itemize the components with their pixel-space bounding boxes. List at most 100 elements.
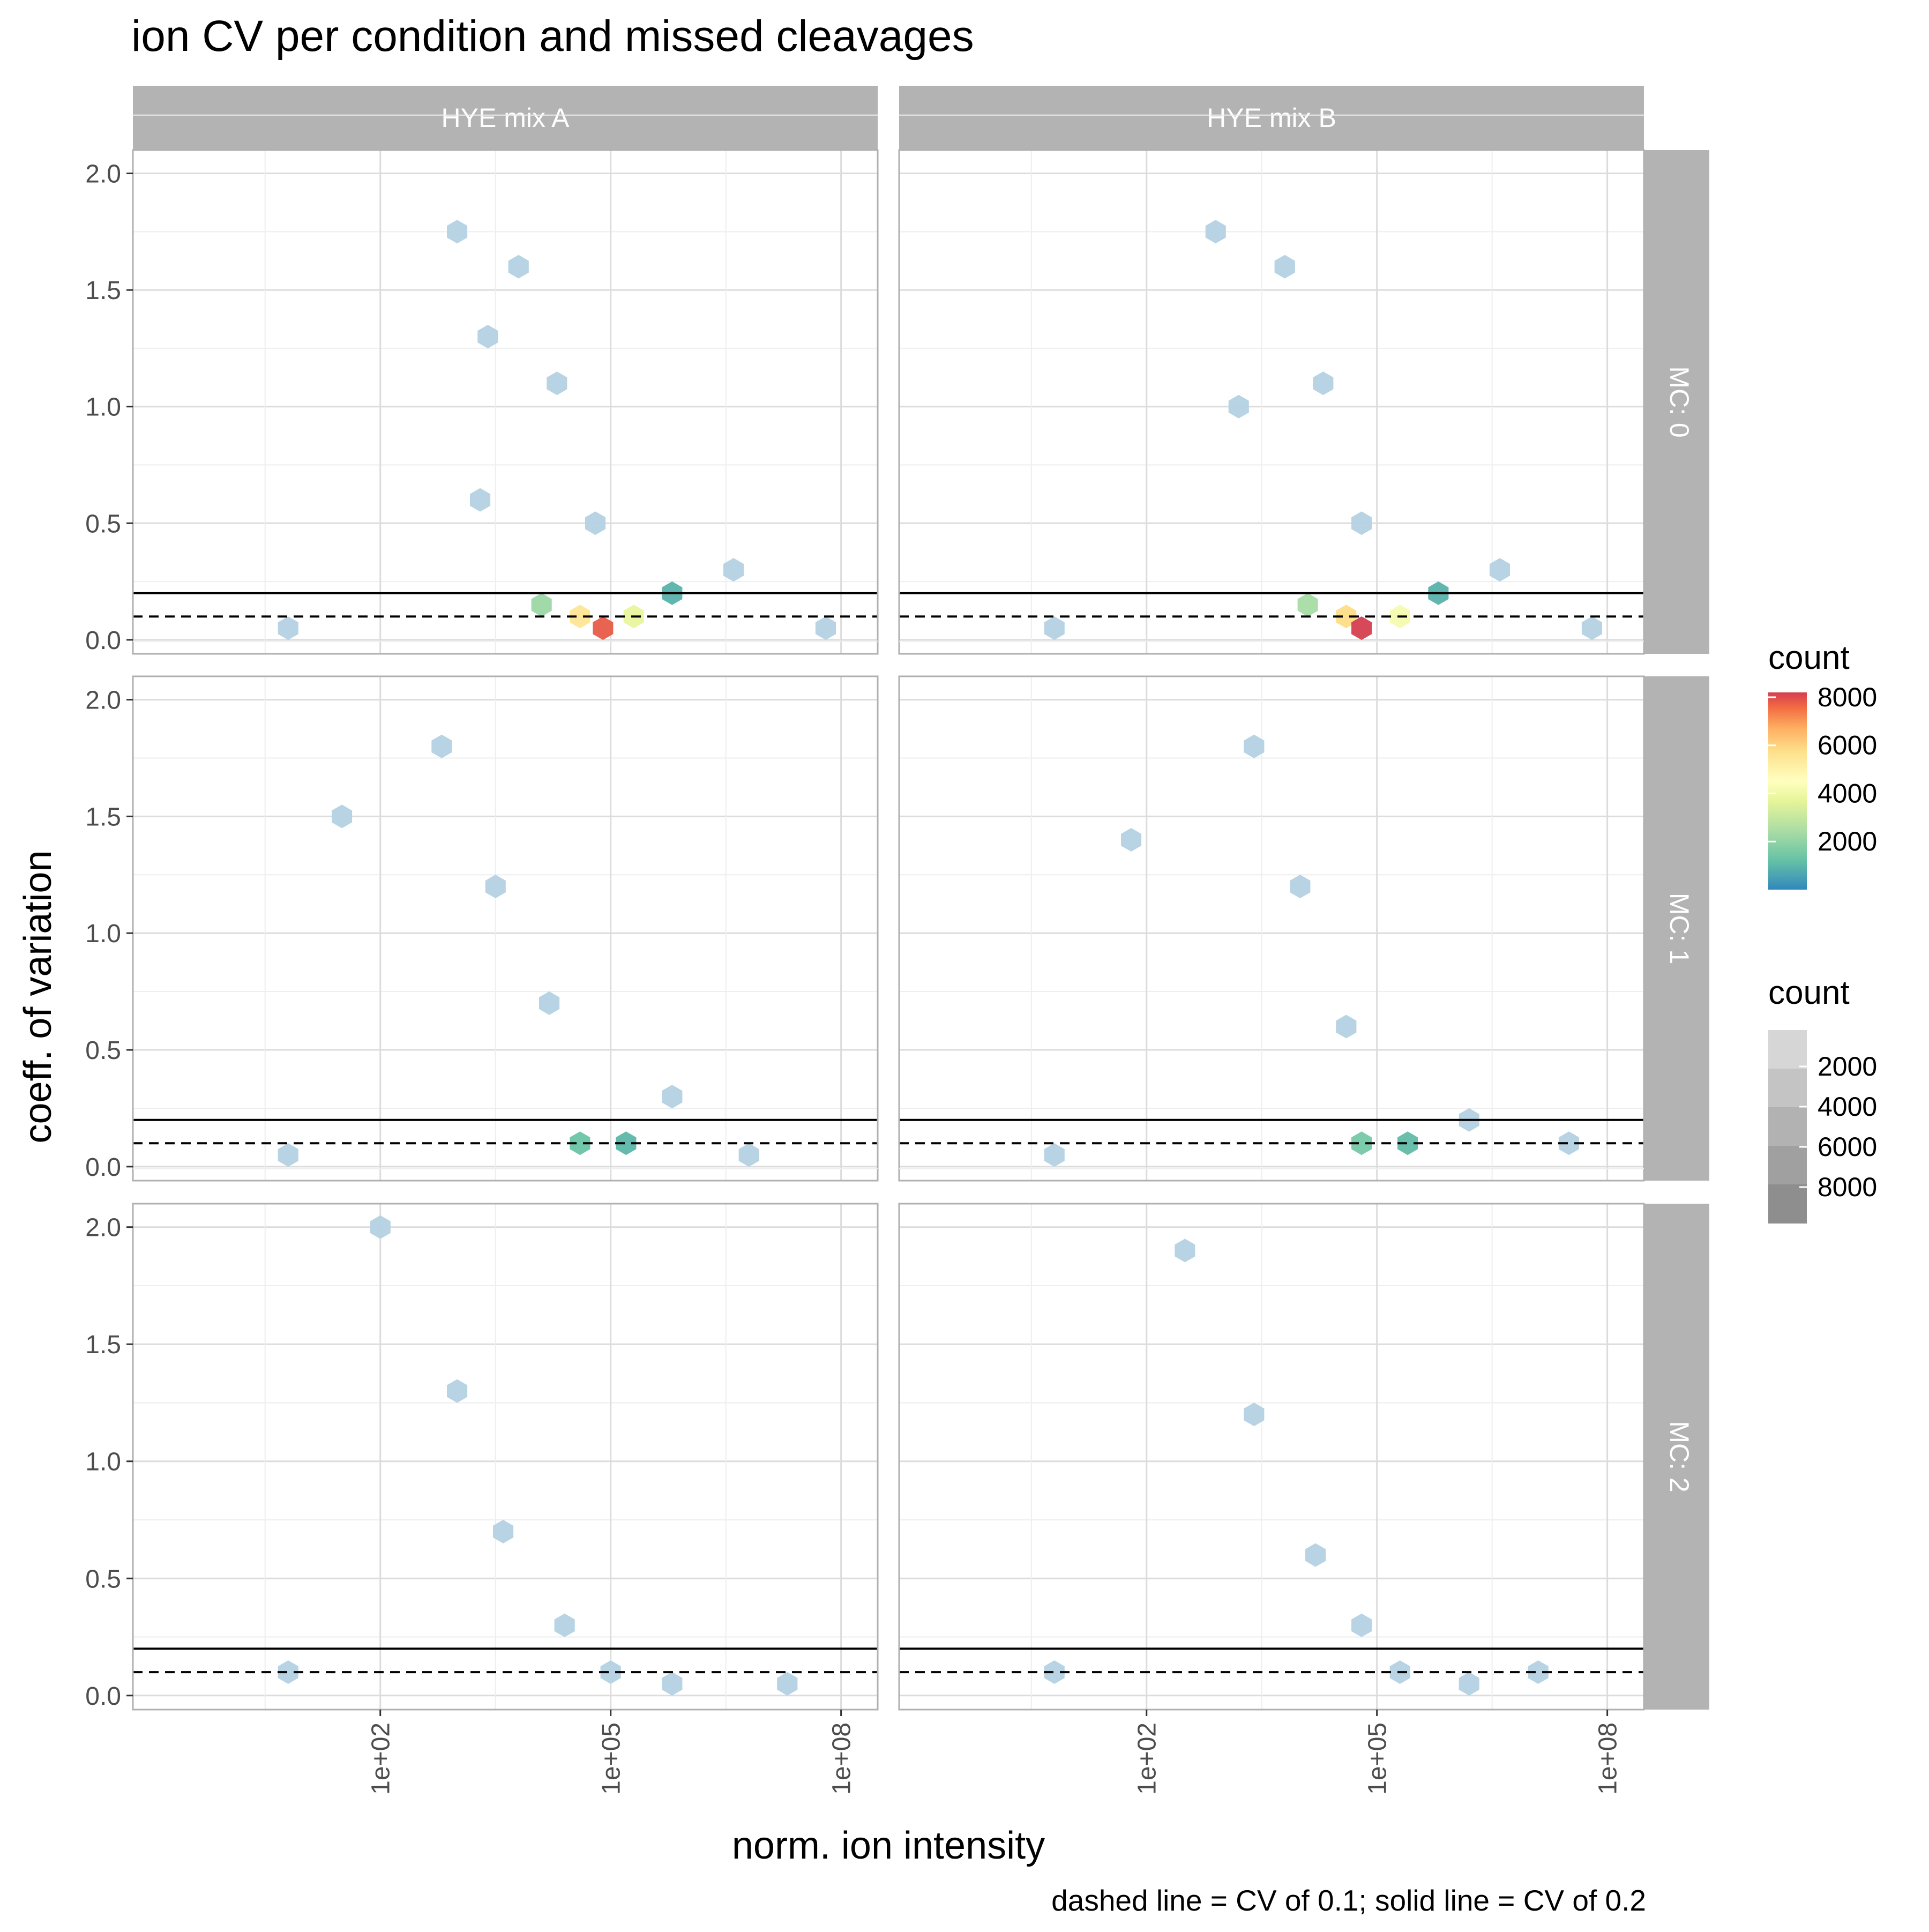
y-tick-label: 2.0 [85, 160, 121, 189]
hex-bin [600, 1660, 621, 1684]
hex-bin [278, 1143, 298, 1167]
hex-bin [493, 1519, 514, 1543]
hex-bin [1336, 605, 1357, 629]
hex-bin [1305, 1543, 1326, 1567]
hex-bin [815, 616, 836, 640]
y-tick-label: 2.0 [85, 687, 121, 715]
y-axis-title: coeff. of variation [17, 851, 59, 1144]
facet-strip-label-row-1: MC: 0 [1664, 366, 1694, 437]
hex-bin [370, 1215, 391, 1239]
panel-border [898, 1203, 1645, 1711]
panel-border [898, 149, 1645, 655]
hex-bin [662, 1085, 683, 1109]
chart-caption: dashed line = CV of 0.1; solid line = CV… [1051, 1884, 1646, 1917]
legend-alpha-swatch [1768, 1107, 1807, 1146]
chart-title: ion CV per condition and missed cleavage… [131, 12, 974, 61]
panel-background [899, 1204, 1644, 1710]
hex-bin [278, 1660, 298, 1684]
hex-bin [1397, 1131, 1418, 1155]
hex-bin [539, 991, 560, 1015]
hex-bin [1351, 1613, 1372, 1637]
panel-r1-c1: 0.0 0.5 1.0 1.5 2.0 [85, 114, 879, 655]
hex-bin [554, 1613, 575, 1637]
legend-colorbar [1768, 692, 1807, 890]
hex-bin [447, 220, 468, 244]
x-tick-label: 1e+05 [1364, 1722, 1392, 1795]
facet-panels: HYE mix A HYE mix B MC: 0 MC: 1 MC: 2 0.0 0.5 1… [85, 86, 1709, 1795]
hex-bin [585, 511, 606, 535]
hex-bin [470, 488, 491, 512]
hex-bin [531, 593, 552, 617]
legend-colorbar-title: count [1768, 639, 1850, 676]
hex-bin [570, 605, 590, 629]
hex-bin [1244, 1403, 1265, 1427]
hex-bin [431, 734, 452, 758]
facet-strip-col-2 [899, 86, 1644, 150]
hex-bin [547, 371, 567, 396]
y-tick-label: 1.5 [85, 1331, 121, 1359]
facet-strip-col-1 [133, 86, 878, 150]
legend-alpha-tick-label: 2000 [1818, 1051, 1877, 1081]
hex-bin [1336, 1015, 1357, 1039]
hex-bin [1297, 593, 1318, 617]
facet-strip-label-row-2: MC: 1 [1664, 893, 1694, 964]
y-tick-label: 1.0 [85, 920, 121, 948]
hex-bin [723, 558, 744, 582]
panel-r3-c1: 0.0 0.5 1.0 1.5 2.0 1e+02 1e+05 1e+08 [85, 1168, 879, 1795]
panel-border [132, 1203, 879, 1711]
panel-background [133, 150, 878, 654]
x-tick-label: 1e+08 [1594, 1722, 1623, 1795]
hex-bin [1121, 828, 1142, 852]
facet-strip-row-1 [1644, 150, 1709, 654]
hex-bin [1044, 616, 1065, 640]
y-tick-label: 0.5 [85, 1565, 121, 1593]
y-tick-label: 0.0 [85, 626, 121, 655]
legend-colorbar-tick-label: 4000 [1818, 778, 1877, 808]
hex-bin [1558, 1131, 1579, 1155]
legend-alpha-tick-label: 4000 [1818, 1092, 1877, 1122]
hex-bin [1228, 394, 1249, 419]
hex-bin [278, 616, 298, 640]
legend-alpha-swatch [1768, 1030, 1807, 1069]
legend-alpha-swatch [1768, 1069, 1807, 1108]
legend-alpha-title: count [1768, 974, 1850, 1011]
panel-r1-c2 [898, 114, 1645, 655]
hex-bin [1205, 220, 1226, 244]
x-tick-label: 1e+08 [828, 1722, 856, 1795]
hex-bin [1244, 734, 1265, 758]
panel-border [898, 675, 1645, 1182]
hex-bin [1581, 616, 1602, 640]
hex-bin [593, 616, 614, 640]
hex-bin [1351, 616, 1372, 640]
legend-alpha-tick-label: 8000 [1818, 1172, 1877, 1202]
hex-bin [1274, 255, 1295, 279]
x-tick-label: 1e+02 [1133, 1722, 1162, 1795]
hex-bin [477, 325, 498, 349]
panel-border [132, 149, 879, 655]
legend-alpha-swatch [1768, 1184, 1807, 1224]
y-tick-label: 2.0 [85, 1214, 121, 1242]
y-tick-label: 0.0 [85, 1153, 121, 1182]
hex-bin [508, 255, 529, 279]
facet-strip-row-2 [1644, 676, 1709, 1181]
hex-bin [332, 804, 353, 829]
y-tick-label: 0.5 [85, 1036, 121, 1065]
panel-background [899, 676, 1644, 1181]
y-tick-label: 1.5 [85, 277, 121, 305]
y-tick-label: 0.5 [85, 510, 121, 538]
panel-background [133, 676, 878, 1181]
hex-bin [447, 1379, 468, 1403]
hex-bin [485, 875, 506, 899]
y-tick-label: 1.0 [85, 393, 121, 422]
hex-bin [1313, 371, 1334, 396]
x-axis-title: norm. ion intensity [732, 1824, 1045, 1867]
hex-bin [1044, 1143, 1065, 1167]
panel-r2-c1: 0.0 0.5 1.0 1.5 2.0 [85, 640, 879, 1182]
facet-strip-label-col-1: HYE mix A [442, 103, 570, 133]
hex-bin [662, 1672, 683, 1696]
x-tick-label: 1e+05 [597, 1722, 626, 1795]
x-tick-label: 1e+02 [367, 1722, 395, 1795]
y-tick-label: 1.0 [85, 1448, 121, 1476]
hex-bin [1290, 875, 1311, 899]
